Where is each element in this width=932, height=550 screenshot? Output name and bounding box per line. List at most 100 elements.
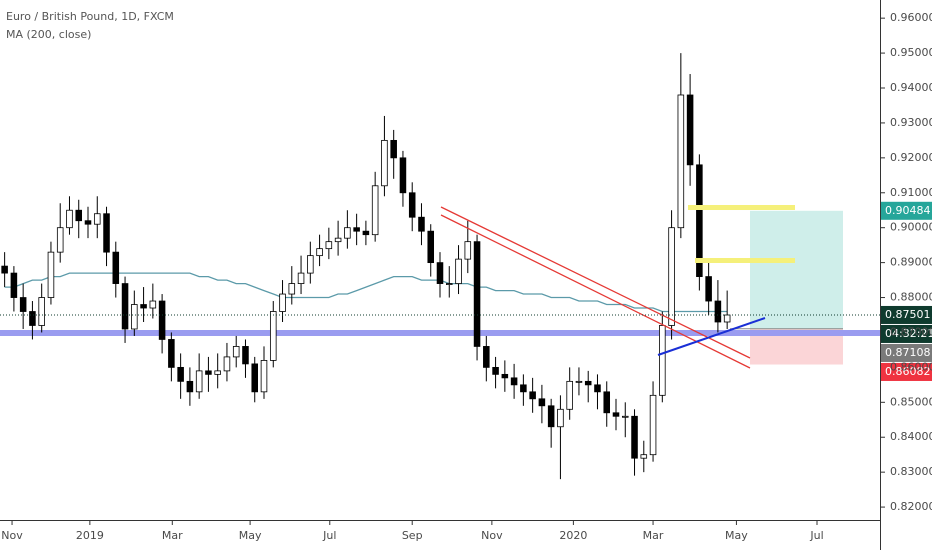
candle-body: [473, 241, 481, 347]
candle-body: [334, 237, 342, 243]
candle-body: [557, 408, 564, 428]
y-tick-label: 0.83000: [890, 465, 932, 478]
y-tick-label: 0.88000: [890, 291, 932, 304]
candle-body: [1, 265, 8, 274]
candle-body: [29, 311, 36, 326]
candle-body: [501, 373, 509, 379]
candle-body: [10, 272, 18, 298]
y-tick-label: 0.96000: [890, 11, 932, 24]
y-tick-label: 0.92000: [890, 151, 932, 164]
candle-body: [631, 415, 638, 459]
candle-body: [529, 391, 536, 400]
candle-body: [427, 230, 435, 264]
candle-body: [47, 251, 55, 298]
candle-body: [121, 283, 129, 330]
y-tick-label: 0.86000: [890, 360, 932, 373]
candle-body: [705, 276, 712, 302]
candle-body: [621, 415, 629, 418]
candle-body: [242, 346, 249, 365]
candle-body: [696, 164, 703, 277]
entry-label: 0.87108: [885, 346, 931, 359]
candle-body: [19, 297, 27, 312]
target-label-bg: [881, 201, 932, 220]
y-tick-label: 0.95000: [890, 46, 932, 59]
candle-body: [75, 209, 83, 222]
stop-label-bg: [881, 362, 932, 381]
y-tick-label: 0.85000: [890, 395, 932, 408]
candle-body: [297, 272, 305, 284]
candle-body: [390, 139, 397, 159]
x-tick-label: Nov: [481, 529, 503, 542]
trend-line: [657, 317, 766, 356]
candle-body: [223, 356, 231, 372]
trend-line: [440, 206, 751, 359]
y-tick-label: 0.90000: [890, 221, 932, 234]
candle-body: [723, 314, 731, 323]
x-tick-label: Nov: [1, 529, 23, 542]
candle-body: [205, 370, 212, 375]
candle-body: [195, 370, 203, 393]
candle-body: [353, 227, 360, 232]
y-tick-label: 0.87000: [890, 325, 932, 338]
candle-body: [677, 94, 685, 229]
candle-body: [492, 366, 499, 375]
candle-body: [93, 213, 101, 225]
countdown-label: 04:32:21: [885, 327, 932, 340]
candle-body: [381, 139, 388, 187]
x-tick-label: 2019: [76, 529, 104, 542]
candle-body: [112, 251, 120, 284]
candle-body: [436, 262, 444, 284]
profit-zone: [750, 210, 843, 329]
x-tick-label: May: [239, 529, 262, 542]
candle-body: [177, 366, 184, 382]
candle-body: [686, 94, 694, 166]
candle-body: [149, 300, 157, 309]
candle-body: [251, 363, 259, 393]
y-tick-label: 0.94000: [890, 81, 932, 94]
x-tick-label: Mar: [643, 529, 664, 542]
x-tick-label: Mar: [162, 529, 183, 542]
candle-body: [307, 255, 314, 274]
x-tick-label: Jul: [322, 529, 336, 542]
candle-body: [603, 391, 611, 414]
x-tick-label: Sep: [402, 529, 423, 542]
candle-body: [418, 216, 425, 232]
candle-body: [56, 227, 64, 253]
chart-title: Euro / British Pound, 1D, FXCM: [6, 10, 174, 23]
candle-body: [445, 283, 453, 285]
candle-body: [668, 227, 675, 326]
y-tick-label: 0.84000: [890, 430, 932, 443]
candle-body: [594, 384, 601, 393]
support-band: [0, 330, 880, 336]
candle-body: [362, 230, 370, 236]
candle-body: [464, 241, 472, 260]
candle-body: [66, 209, 73, 229]
y-tick-label: 0.89000: [890, 256, 932, 269]
candle-body: [584, 380, 592, 386]
y-tick-label: 0.91000: [890, 186, 932, 199]
candle-body: [575, 380, 583, 383]
candle-body: [640, 454, 648, 459]
last-price-label: 0.87501: [885, 308, 931, 321]
candle-body: [260, 360, 268, 393]
candle-body: [131, 304, 138, 330]
candle-body: [279, 293, 286, 312]
candle-body: [520, 384, 527, 393]
candle-body: [483, 346, 490, 368]
candle-body: [325, 241, 333, 250]
target-label: 0.90484: [885, 204, 931, 217]
candle-body: [566, 380, 573, 410]
candle-body: [158, 300, 166, 340]
candle-body: [140, 304, 147, 309]
candle-body: [316, 248, 323, 257]
candle-body: [547, 405, 555, 428]
candle-body: [103, 213, 110, 253]
candle-body: [649, 394, 657, 456]
candle-body: [84, 220, 92, 225]
candle-body: [510, 377, 518, 386]
candle-body: [659, 325, 666, 396]
entry-label-bg: [881, 343, 932, 362]
candle-body: [714, 300, 722, 323]
candle-body: [269, 311, 277, 361]
